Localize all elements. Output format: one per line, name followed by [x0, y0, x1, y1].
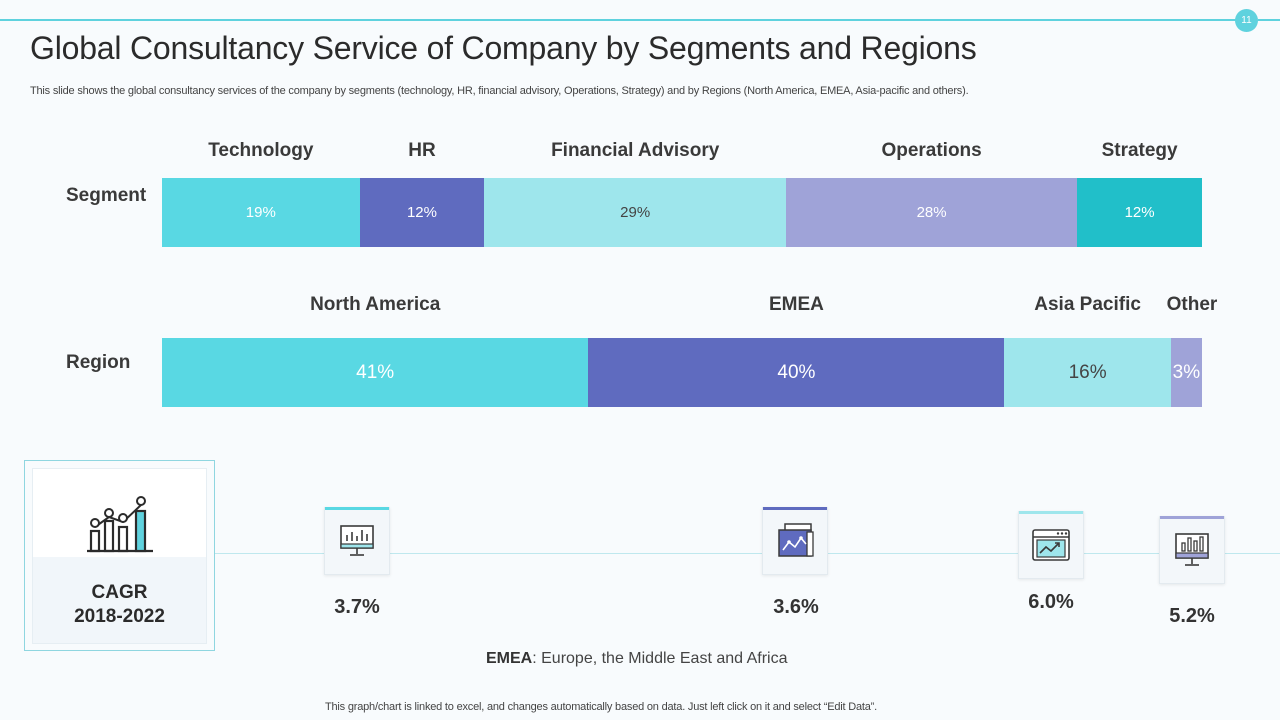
emea-note: EMEA: Europe, the Middle East and Africa	[486, 650, 788, 668]
region-segment-2[interactable]: 16%	[1004, 338, 1171, 407]
header-rule	[0, 19, 1237, 21]
cagr-card-asia-pacific	[1018, 511, 1084, 579]
cagr-value-emea: 3.6%	[773, 596, 819, 618]
cagr-icon-area	[33, 469, 206, 557]
region-category-label-0: North America	[310, 294, 441, 315]
segment-stacked-bar[interactable]: 19% 12% 29% 28% 12%	[162, 178, 1202, 247]
segment-segment-2[interactable]: 29%	[484, 178, 786, 247]
segment-category-label-3: Operations	[881, 140, 982, 161]
cagr-label-line1: CAGR	[91, 582, 148, 603]
footer-note: This graph/chart is linked to excel, and…	[325, 701, 877, 713]
segment-row-label: Segment	[66, 185, 147, 206]
cagr-label-line2: 2018-2022	[74, 606, 165, 627]
segment-segment-3[interactable]: 28%	[786, 178, 1078, 247]
region-category-label-2: Asia Pacific	[1034, 294, 1141, 315]
emea-note-definition: : Europe, the Middle East and Africa	[532, 650, 788, 667]
report-chart-icon	[778, 523, 814, 557]
segment-category-label-4: Strategy	[1101, 140, 1178, 161]
cagr-card-emea	[762, 507, 828, 575]
page-title: Global Consultancy Service of Company by…	[30, 30, 977, 66]
card-accent	[1019, 511, 1083, 514]
monitor-bars-icon	[1175, 533, 1209, 566]
cagr-value-asia-pacific: 6.0%	[1028, 591, 1074, 613]
cagr-card-other	[1159, 516, 1225, 584]
segment-category-label-1: HR	[408, 140, 436, 161]
segment-segment-1[interactable]: 12%	[359, 178, 485, 247]
cagr-card-north-america	[324, 507, 390, 575]
browser-growth-icon	[1032, 529, 1070, 561]
emea-note-term: EMEA	[486, 650, 533, 667]
cagr-value-north-america: 3.7%	[334, 596, 380, 618]
segment-category-label-2: Financial Advisory	[551, 140, 720, 161]
card-accent	[1160, 516, 1224, 519]
cagr-label: CAGR 2018-2022	[33, 581, 206, 629]
cagr-inner-card: CAGR 2018-2022	[32, 468, 207, 644]
region-category-label-1: EMEA	[768, 294, 824, 315]
region-segment-1[interactable]: 40%	[588, 338, 1005, 407]
segment-segment-0[interactable]: 19%	[162, 178, 360, 247]
cagr-value-other: 5.2%	[1169, 605, 1215, 627]
segment-category-label-0: Technology	[208, 140, 314, 161]
segment-segment-4[interactable]: 12%	[1077, 178, 1202, 247]
page-number: 11	[1235, 9, 1258, 32]
region-segment-3[interactable]: 3%	[1170, 338, 1202, 407]
monitor-chart-icon	[340, 525, 374, 556]
card-accent	[325, 507, 389, 510]
region-stacked-bar[interactable]: 41% 40% 16% 3%	[162, 338, 1202, 407]
region-segment-0[interactable]: 41%	[162, 338, 589, 407]
cagr-connector-line	[215, 553, 1280, 554]
growth-chart-icon	[87, 496, 153, 553]
header-rule-tail	[1258, 19, 1280, 21]
card-accent	[763, 507, 827, 510]
region-category-label-3: Other	[1166, 294, 1218, 315]
region-row-label: Region	[66, 352, 131, 373]
cagr-box: CAGR 2018-2022	[24, 460, 215, 651]
page-subtitle: This slide shows the global consultancy …	[30, 85, 969, 97]
